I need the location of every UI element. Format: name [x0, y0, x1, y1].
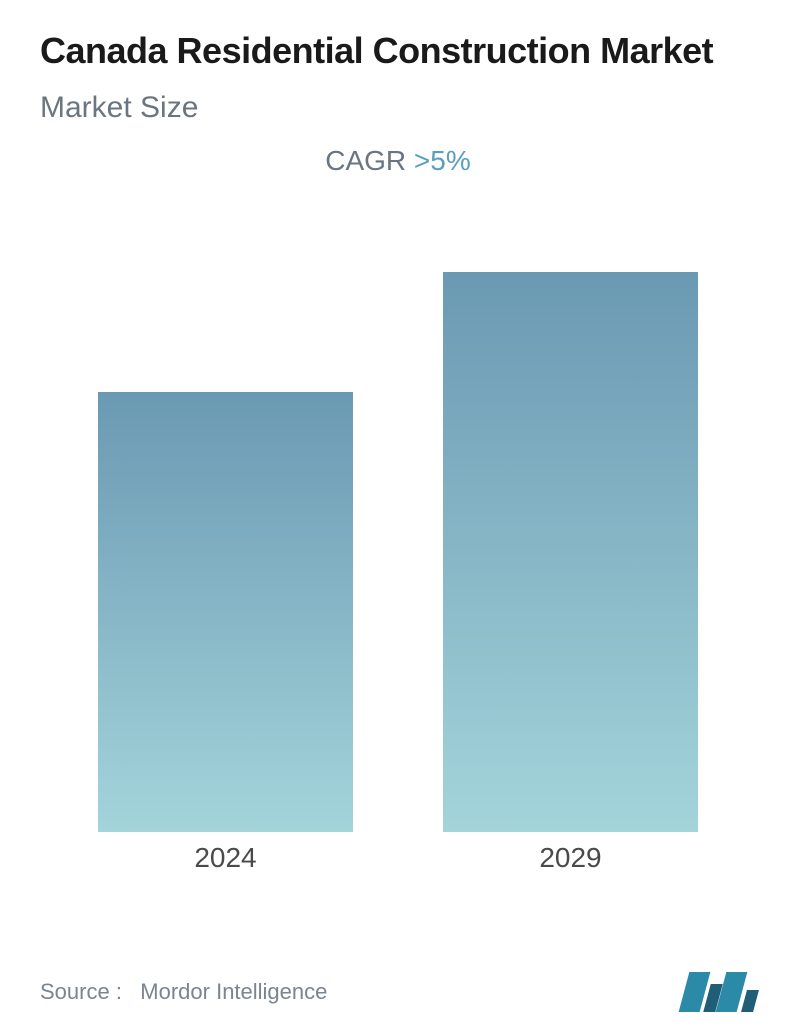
source-text: Source : Mordor Intelligence	[40, 979, 327, 1005]
brand-logo-icon	[684, 972, 756, 1012]
logo-bar	[741, 990, 759, 1012]
bar-2024	[98, 392, 353, 832]
cagr-row: CAGR >5%	[40, 145, 756, 177]
cagr-value: >5%	[414, 145, 471, 176]
chart-title: Canada Residential Construction Market	[40, 28, 756, 73]
chart-footer: Source : Mordor Intelligence	[40, 972, 756, 1012]
chart-subtitle: Market Size	[40, 91, 756, 125]
bar-2029	[443, 272, 698, 832]
source-label: Source :	[40, 979, 122, 1004]
bar-labels-row: 2024 2029	[40, 842, 756, 874]
source-name: Mordor Intelligence	[140, 979, 327, 1004]
bar-label-2029: 2029	[443, 842, 698, 874]
cagr-label: CAGR	[325, 145, 406, 176]
bar-chart	[40, 272, 756, 832]
bar-label-2024: 2024	[98, 842, 353, 874]
